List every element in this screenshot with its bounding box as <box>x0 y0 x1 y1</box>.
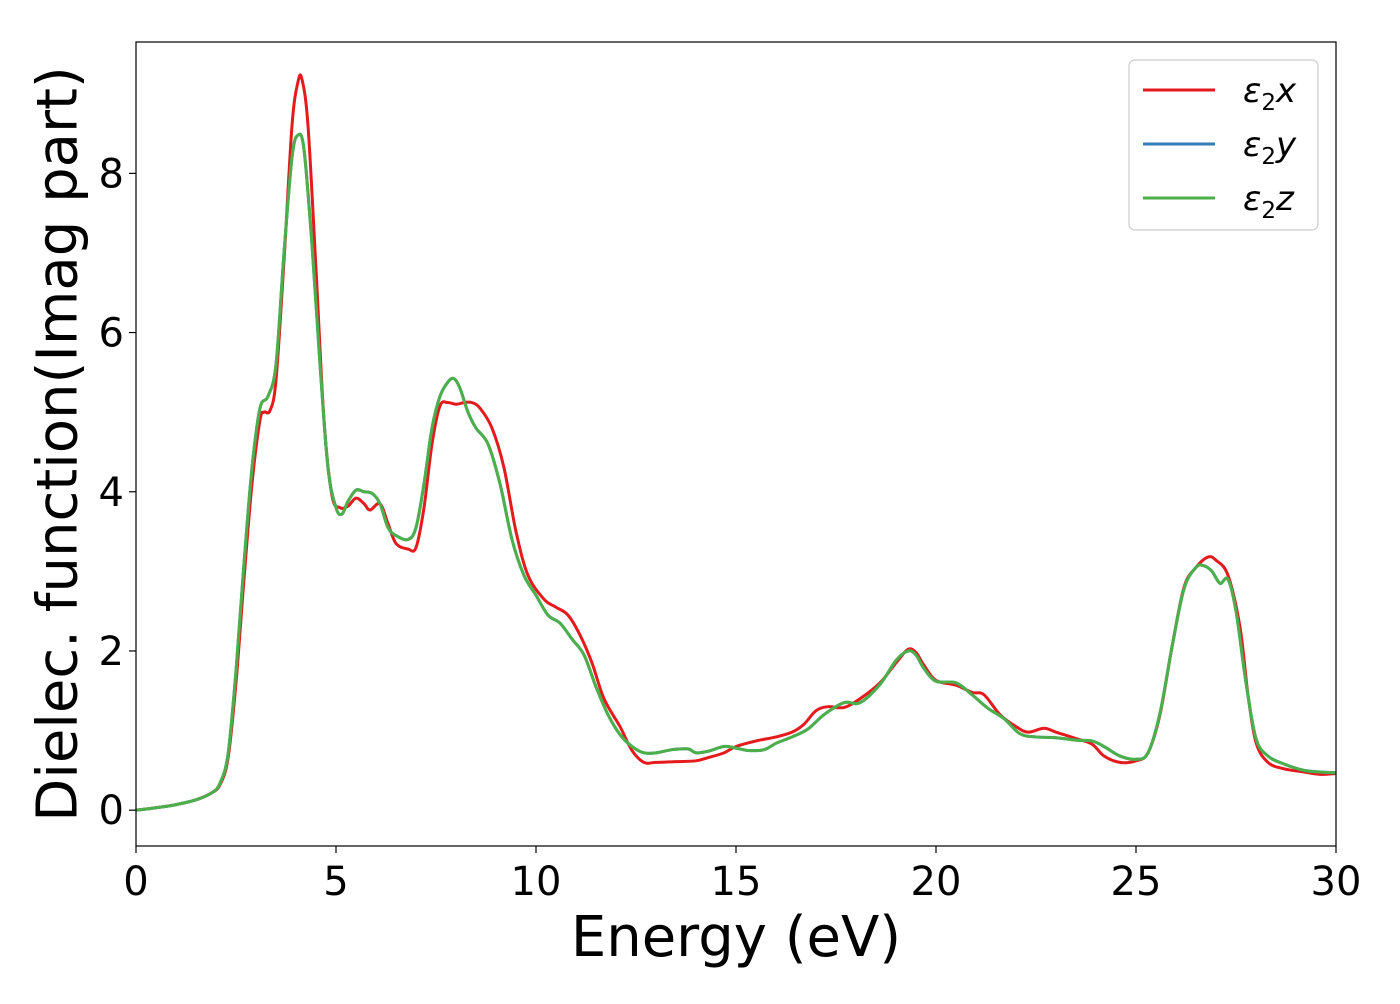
x-tick-label: 5 <box>323 859 348 905</box>
legend-label-z: ε2z <box>1243 179 1295 224</box>
y-tick-label: 0 <box>99 788 124 834</box>
y-axis-title: Dielec. function(Imag part) <box>26 66 91 822</box>
y-tick-label: 2 <box>99 629 124 675</box>
x-tick-label: 15 <box>711 859 762 905</box>
legend-label-x: ε2x <box>1243 71 1297 116</box>
legend-label-y: ε2y <box>1243 125 1297 170</box>
series-layer <box>136 73 1336 812</box>
x-tick-label: 0 <box>123 859 148 905</box>
series-line-z <box>136 132 1336 812</box>
legend: ε2x ε2y ε2z <box>1128 59 1319 231</box>
y-tick-label: 4 <box>99 470 124 516</box>
x-tick-label: 30 <box>1311 859 1362 905</box>
x-tick-label: 10 <box>511 859 562 905</box>
x-tick-label: 20 <box>911 859 962 905</box>
y-tick-label: 6 <box>99 311 124 357</box>
legend-box <box>1128 59 1319 231</box>
y-tick-label: 8 <box>99 151 124 197</box>
x-tick-label: 25 <box>1111 859 1162 905</box>
y-axis-ticks: 0 2 4 6 8 <box>99 151 136 834</box>
x-axis-title: Energy (eV) <box>571 905 901 970</box>
x-axis-ticks: 0 5 10 15 20 25 30 <box>123 846 1361 905</box>
series-line-x <box>136 73 1336 812</box>
